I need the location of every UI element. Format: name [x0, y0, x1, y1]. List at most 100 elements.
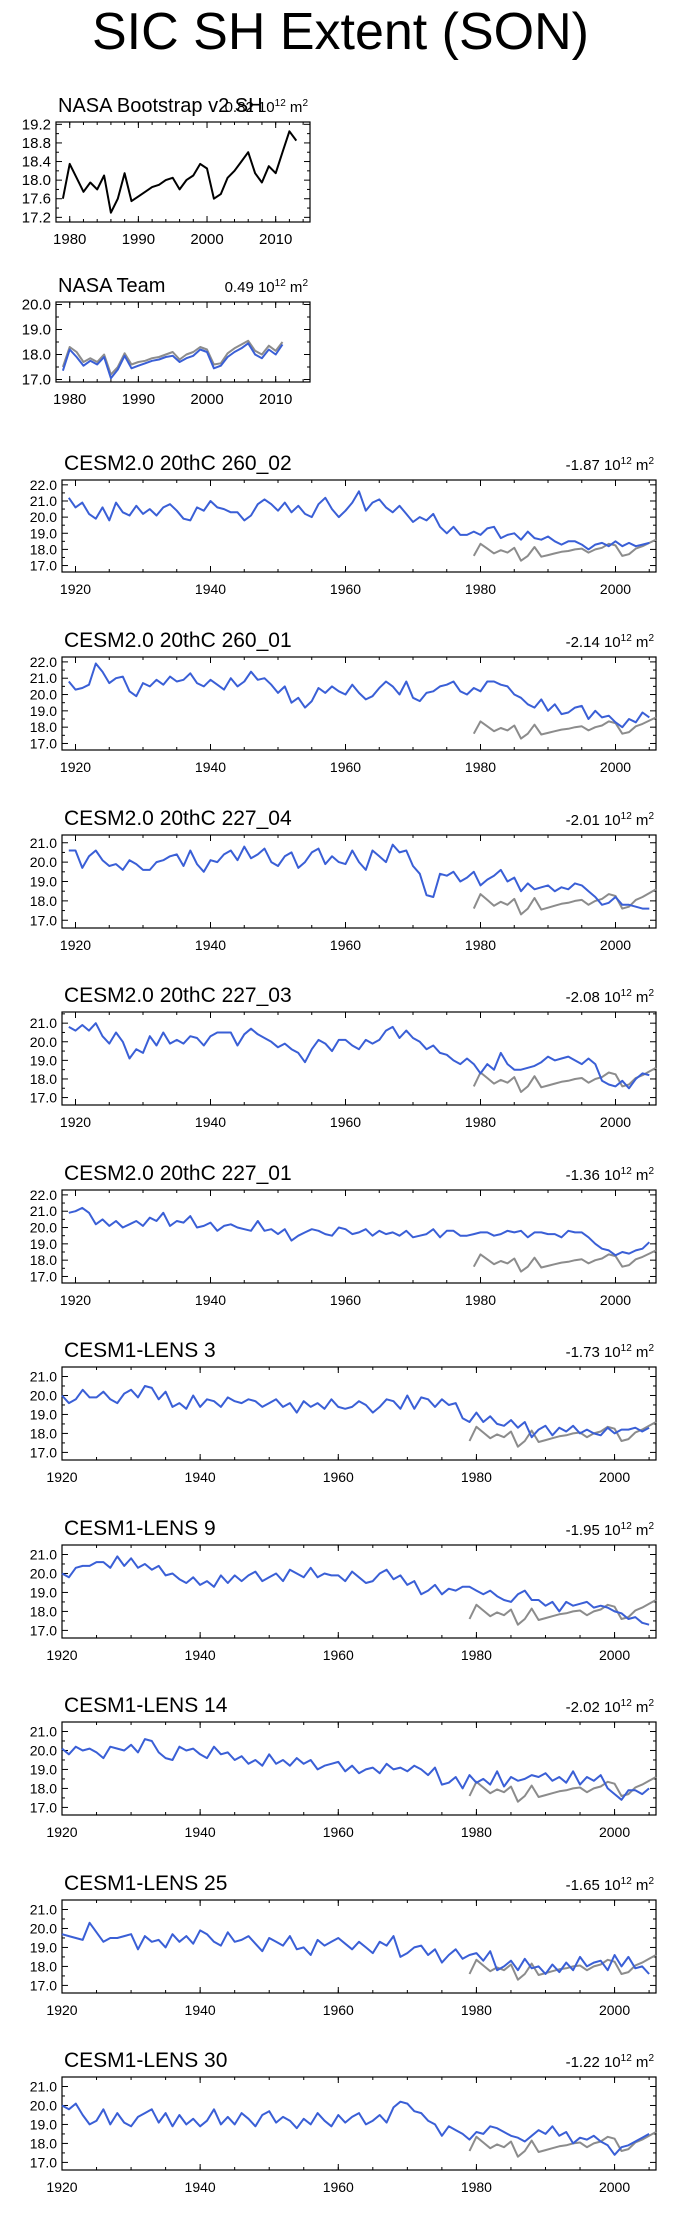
chart-title: CESM1-LENS 14	[64, 1694, 228, 1717]
trend-label: -1.87 1012 m2	[566, 456, 655, 474]
x-tick-label: 1920	[46, 1824, 77, 1840]
y-tick-label: 17.0	[30, 1622, 57, 1638]
x-tick-label: 1920	[46, 1469, 77, 1485]
x-tick-label: 2000	[600, 937, 631, 953]
x-tick-label: 2010	[259, 391, 292, 408]
y-tick-label: 21.0	[30, 1546, 57, 1562]
chart-panel-5: CESM2.0 20thC 227_04 -2.01 1012 m2 17.0 18.…	[30, 807, 657, 953]
x-tick-label: 1940	[195, 937, 226, 953]
plot-frame	[61, 479, 657, 573]
y-tick-label: 21.0	[30, 493, 57, 509]
x-tick-label: 2000	[599, 1824, 630, 1840]
y-tick-label: 17.0	[22, 372, 51, 389]
x-tick-label: 1940	[185, 2002, 216, 2018]
x-tick-label: 1980	[465, 581, 496, 597]
series-line-obs	[472, 1249, 657, 1273]
x-tick-label: 1920	[60, 1292, 91, 1308]
x-tick-label: 1940	[185, 1647, 216, 1663]
y-tick-label: 20.0	[30, 854, 57, 870]
x-tick-label: 1980	[461, 1824, 492, 1840]
y-tick-label: 21.0	[30, 1368, 57, 1384]
x-tick-label: 1960	[323, 2002, 354, 2018]
y-tick-label: 18.0	[30, 2135, 57, 2151]
x-tick-label: 1940	[195, 1292, 226, 1308]
y-tick-label: 22.0	[30, 654, 57, 670]
y-tick-label: 20.0	[30, 1220, 57, 1236]
plot-frame	[61, 656, 657, 751]
y-tick-label: 19.0	[30, 874, 57, 890]
series-line-obs	[468, 1421, 657, 1448]
y-tick-label: 17.0	[30, 1090, 57, 1106]
y-tick-label: 18.8	[22, 135, 51, 152]
y-tick-label: 18.0	[22, 172, 51, 189]
y-tick-label: 19.0	[30, 1939, 57, 1955]
y-tick-label: 19.0	[22, 322, 51, 339]
x-tick-label: 1980	[53, 231, 86, 248]
trend-label: -2.02 1012 m2	[566, 1698, 655, 1716]
y-tick-label: 18.0	[30, 1071, 57, 1087]
y-tick-label: 19.0	[30, 703, 57, 719]
x-tick-label: 1980	[461, 1647, 492, 1663]
y-tick-label: 18.0	[30, 1603, 57, 1619]
x-tick-label: 1980	[53, 391, 86, 408]
y-tick-label: 18.0	[30, 541, 57, 557]
trend-label: -1.73 1012 m2	[566, 1343, 655, 1361]
x-tick-label: 1960	[323, 1647, 354, 1663]
series-line-obs	[472, 716, 657, 740]
y-tick-label: 18.0	[22, 347, 51, 364]
y-tick-label: 19.0	[30, 1236, 57, 1252]
chart-panel-1: NASA Bootstrap v2 SH0.82 1012 m2 17.217.6…	[22, 95, 311, 248]
y-tick-label: 21.0	[30, 670, 57, 686]
x-tick-label: 2000	[600, 1292, 631, 1308]
y-tick-label: 18.0	[30, 1425, 57, 1441]
y-tick-label: 20.0	[30, 1387, 57, 1403]
x-tick-label: 2000	[600, 1114, 631, 1130]
plot-frame	[61, 834, 657, 929]
x-tick-label: 2000	[190, 391, 223, 408]
x-tick-label: 2000	[599, 1469, 630, 1485]
y-tick-label: 20.0	[30, 1565, 57, 1581]
trend-label: -1.95 1012 m2	[566, 1521, 655, 1539]
series-line-model	[61, 1555, 650, 1626]
chart-title: CESM1-LENS 3	[64, 1339, 216, 1362]
x-tick-label: 1980	[461, 1469, 492, 1485]
x-tick-label: 1960	[323, 1469, 354, 1485]
chart-title: CESM2.0 20thC 227_03	[64, 984, 292, 1007]
chart-panel-3: CESM2.0 20thC 260_02 -1.87 1012 m2 17.018.…	[30, 452, 657, 597]
trend-label: -1.36 1012 m2	[566, 1166, 655, 1184]
y-tick-label: 20.0	[30, 1742, 57, 1758]
y-tick-label: 18.0	[30, 1252, 57, 1268]
y-tick-label: 17.0	[30, 2154, 57, 2170]
x-tick-label: 1960	[330, 1114, 361, 1130]
plot-frame	[55, 301, 311, 383]
page-title: SIC SH Extent (SON)	[92, 3, 589, 61]
series-line-obs	[472, 538, 657, 562]
trend-label: 0.49 1012 m2	[225, 278, 309, 296]
series-line-model	[61, 1921, 650, 1975]
chart-title: CESM2.0 20thC 260_01	[64, 629, 292, 652]
chart-title: CESM1-LENS 30	[64, 2049, 227, 2072]
x-tick-label: 1960	[330, 759, 361, 775]
y-tick-label: 18.0	[30, 1958, 57, 1974]
y-tick-label: 21.0	[30, 1015, 57, 1031]
y-tick-label: 17.0	[30, 1799, 57, 1815]
y-tick-label: 17.0	[30, 912, 57, 928]
y-tick-label: 17.0	[30, 1977, 57, 1993]
chart-panel-2: NASA Team 0.49 1012 m2 17.0 18.0 19.0 20.0 198…	[22, 275, 311, 408]
y-tick-label: 17.0	[30, 1444, 57, 1460]
x-tick-label: 1980	[461, 2179, 492, 2195]
trend-label: -2.14 1012 m2	[566, 633, 655, 651]
chart-panel-9: CESM1-LENS 9 -1.95 1012 m2 17.0 18.0 19.0 20.…	[30, 1517, 657, 1663]
y-tick-label: 20.0	[30, 1034, 57, 1050]
chart-panel-12: CESM1-LENS 30 -1.22 1012 m2 17.0 18.0 19.0 20…	[30, 2049, 657, 2195]
chart-title: CESM2.0 20thC 227_01	[64, 1162, 292, 1185]
chart-title: CESM1-LENS 9	[64, 1517, 216, 1540]
x-tick-label: 1920	[46, 2002, 77, 2018]
y-tick-label: 21.0	[30, 2078, 57, 2094]
chart-title: NASA Bootstrap v2 SH	[58, 95, 263, 117]
series-line-model	[68, 662, 650, 729]
y-tick-label: 21.0	[30, 835, 57, 851]
series-line-model	[61, 2100, 650, 2156]
y-tick-label: 19.0	[30, 1052, 57, 1068]
x-tick-label: 1960	[330, 1292, 361, 1308]
